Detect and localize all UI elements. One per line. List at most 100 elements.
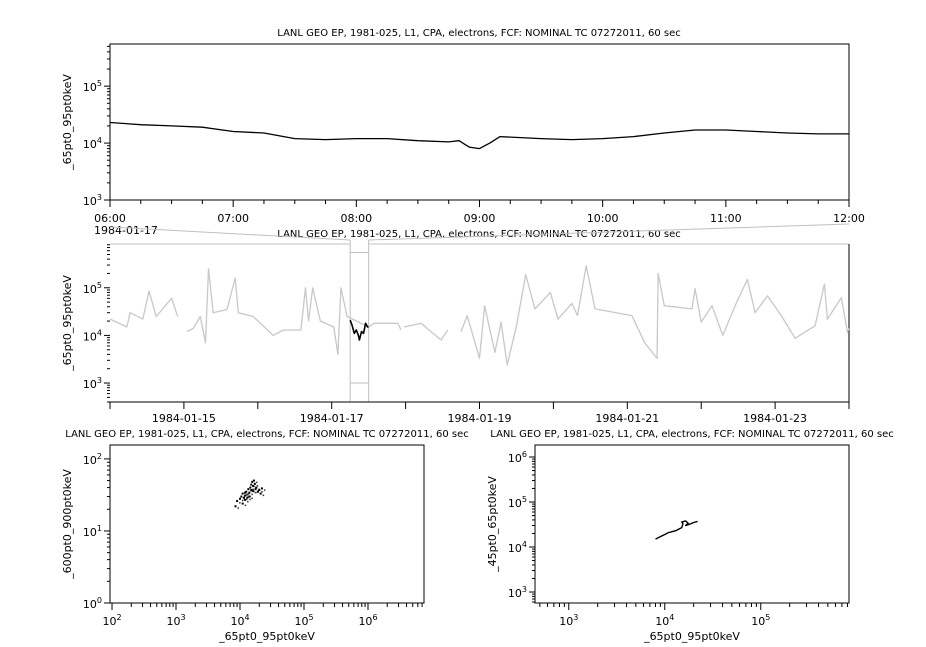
zoom-connector-right — [368, 223, 850, 241]
scatter-point — [252, 489, 255, 492]
scatter-point — [242, 499, 244, 502]
scatter-point — [252, 485, 255, 488]
ylabel-bottom-right: _45pt0_65pt0keV — [486, 476, 499, 573]
ylabel-middle: _65pt0_95pt0keV — [61, 275, 74, 372]
scatter-point — [245, 490, 248, 493]
x-tick-label: 1984-01-19 — [448, 412, 512, 425]
y-tick-label: 104 — [508, 540, 527, 555]
scatter-point — [245, 498, 248, 501]
scatter-point — [263, 489, 266, 491]
scatter-trajectory-line — [655, 520, 698, 540]
scatter-point — [248, 495, 251, 498]
ylabel-top: _65pt0_95pt0keV — [61, 74, 74, 171]
scatter-point — [241, 492, 244, 495]
plot-frame-bottom-right — [534, 444, 850, 604]
scatter-point — [244, 504, 247, 507]
scatter-point — [244, 491, 247, 494]
x-tick-label: 104 — [230, 613, 249, 628]
scatter-point — [249, 486, 252, 489]
xlabel-bottom-left: _65pt0_95pt0keV — [218, 630, 315, 643]
x-tick-label: 07:00 — [217, 212, 249, 225]
highlight-series-line — [349, 319, 369, 341]
scatter-point — [256, 490, 259, 493]
scatter-point — [237, 507, 239, 509]
scatter-point — [250, 489, 253, 492]
context-series-line — [109, 265, 850, 366]
xlabel-bottom-right: _65pt0_95pt0keV — [643, 630, 740, 643]
scatter-point — [247, 493, 249, 496]
x-tick-label: 09:00 — [464, 212, 496, 225]
scatter-point — [239, 497, 242, 500]
scatter-point — [234, 505, 237, 508]
scatter-point — [250, 483, 253, 486]
x-tick-label: 10:00 — [587, 212, 619, 225]
scatter-point — [260, 487, 263, 490]
y-tick-label: 104 — [83, 328, 102, 343]
scatter-point — [239, 502, 241, 504]
scatter-point — [255, 486, 258, 489]
scatter-point — [242, 496, 245, 499]
y-tick-label: 105 — [508, 495, 527, 510]
scatter-point — [262, 494, 265, 497]
scatter-point — [244, 498, 247, 501]
x-tick-label: 105 — [294, 613, 313, 628]
y-tick-label: 103 — [83, 193, 102, 208]
scatter-point — [247, 500, 249, 503]
title-middle: LANL GEO EP, 1981-025, L1, CPA, electron… — [277, 229, 680, 240]
y-tick-label: 105 — [83, 281, 102, 296]
scatter-point — [244, 494, 247, 497]
y-tick-label: 101 — [83, 524, 102, 539]
x-tick-label: 1984-01-15 — [152, 412, 216, 425]
x-tick-label: 11:00 — [710, 212, 742, 225]
plot-frame-top — [109, 43, 850, 201]
scatter-point — [247, 488, 250, 491]
plot-frame-bottom-left — [109, 444, 425, 604]
title-bottom-right: LANL GEO EP, 1981-025, L1, CPA, electron… — [490, 429, 893, 440]
scatter-point — [255, 481, 258, 484]
scatter-point — [261, 491, 263, 493]
x-tick-label: 1984-01-21 — [595, 412, 659, 425]
x-tick-label: 103 — [166, 613, 185, 628]
x-tick-label: 104 — [655, 613, 674, 628]
scatter-point — [249, 498, 251, 501]
scatter-point — [251, 480, 254, 483]
scatter-point — [241, 502, 244, 505]
y-tick-label: 100 — [83, 596, 102, 611]
y-tick-label: 104 — [83, 136, 102, 151]
x-tick-label: 08:00 — [340, 212, 372, 225]
x-tick-label: 102 — [102, 613, 121, 628]
x-tick-label: 1984-01-17 — [300, 412, 364, 425]
scatter-point — [256, 484, 259, 487]
scatter-point — [253, 491, 255, 493]
x-tick-label: 12:00 — [833, 212, 865, 225]
scatter-point — [255, 491, 257, 494]
scatter-point — [251, 493, 253, 496]
xtick-date-top: 1984-01-17 — [94, 224, 158, 237]
x-tick-label: 1984-01-23 — [743, 412, 807, 425]
scatter-point — [259, 492, 262, 495]
scatter-point — [246, 496, 249, 499]
zoom-connector-left — [109, 226, 351, 241]
y-tick-label: 103 — [508, 585, 527, 600]
scatter-point — [240, 495, 243, 498]
ylabel-bottom-left: _600pt0_900pt0keV — [61, 469, 74, 580]
y-tick-label: 106 — [508, 450, 527, 465]
scatter-point — [248, 491, 251, 494]
x-tick-label: 103 — [559, 613, 578, 628]
scatter-point — [251, 497, 253, 500]
scatter-point — [258, 489, 261, 492]
title-bottom-left: LANL GEO EP, 1981-025, L1, CPA, electron… — [65, 429, 468, 440]
title-top: LANL GEO EP, 1981-025, L1, CPA, electron… — [277, 28, 680, 39]
scatter-point — [253, 482, 256, 485]
x-tick-label: 105 — [751, 613, 770, 628]
scatter-point — [252, 479, 255, 482]
scatter-point — [254, 488, 257, 491]
x-tick-label: 106 — [358, 613, 377, 628]
y-tick-label: 103 — [83, 376, 102, 391]
y-tick-label: 105 — [83, 79, 102, 94]
x-tick-label: 06:00 — [94, 212, 126, 225]
series-line-top — [109, 121, 849, 150]
scatter-point — [252, 488, 254, 491]
y-tick-label: 102 — [83, 452, 102, 467]
